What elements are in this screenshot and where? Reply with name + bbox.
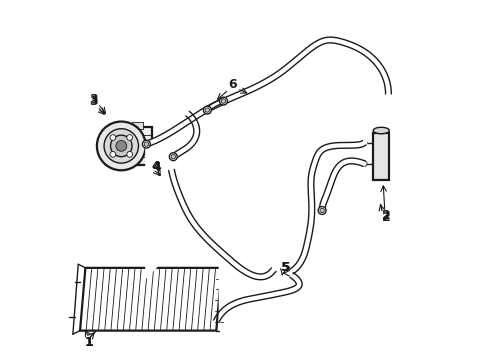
Text: 3: 3: [89, 93, 98, 106]
Ellipse shape: [221, 99, 225, 103]
Ellipse shape: [205, 108, 210, 112]
Text: 1: 1: [85, 336, 94, 348]
Text: 4: 4: [153, 161, 162, 174]
Bar: [132, 122, 143, 129]
Circle shape: [361, 140, 367, 145]
Text: 2: 2: [382, 210, 391, 222]
Circle shape: [116, 140, 126, 151]
Ellipse shape: [170, 153, 177, 161]
Circle shape: [111, 135, 132, 157]
Ellipse shape: [171, 154, 175, 159]
Ellipse shape: [220, 97, 227, 105]
Text: 4: 4: [152, 160, 160, 173]
Text: 5: 5: [282, 261, 291, 274]
Text: 6: 6: [228, 78, 237, 91]
Circle shape: [104, 129, 139, 163]
Circle shape: [110, 152, 116, 157]
Circle shape: [110, 135, 116, 140]
Text: 1: 1: [85, 336, 94, 348]
Bar: [373, 134, 390, 180]
Polygon shape: [80, 268, 221, 330]
Circle shape: [127, 135, 133, 140]
Circle shape: [170, 152, 178, 161]
Ellipse shape: [143, 140, 150, 148]
Ellipse shape: [318, 207, 326, 215]
Ellipse shape: [144, 142, 148, 146]
Circle shape: [167, 173, 174, 180]
Bar: [120, 127, 152, 165]
Text: 5: 5: [281, 261, 290, 274]
Text: 2: 2: [382, 211, 391, 224]
Text: 3: 3: [89, 95, 98, 108]
Circle shape: [361, 161, 367, 167]
Circle shape: [127, 152, 133, 157]
Ellipse shape: [373, 127, 390, 134]
Ellipse shape: [320, 208, 324, 213]
Ellipse shape: [203, 106, 211, 114]
Circle shape: [97, 122, 146, 170]
